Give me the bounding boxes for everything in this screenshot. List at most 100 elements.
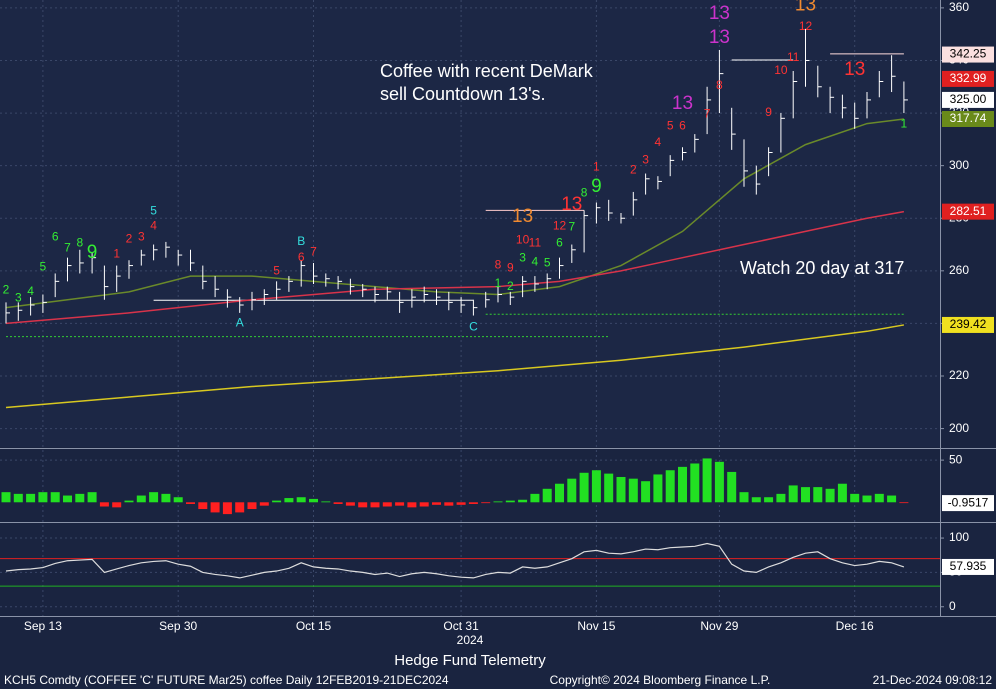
y-tick-label: 0	[949, 599, 956, 613]
histogram-bar	[370, 502, 380, 508]
td-count: 2	[507, 279, 514, 293]
histogram-bar	[333, 502, 343, 504]
year-label: 2024	[457, 633, 484, 647]
td-count: 3	[15, 291, 22, 305]
histogram-bar	[456, 502, 466, 505]
histogram-bar	[161, 493, 171, 503]
histogram-bar	[628, 478, 638, 503]
histogram-bar	[874, 493, 884, 503]
td-count: 13	[561, 194, 582, 215]
value-tag-box	[942, 91, 994, 108]
td-count: 3	[642, 153, 649, 167]
histogram-bar	[272, 500, 282, 503]
y-tick-label: 200	[949, 421, 969, 435]
histogram-bar	[198, 502, 208, 510]
x-tick-label: Nov 15	[577, 619, 615, 633]
histogram-bar	[468, 502, 478, 504]
histogram-bar	[481, 502, 491, 504]
histogram-bar	[690, 463, 700, 503]
td-count: 7	[704, 106, 711, 120]
histogram-bar	[555, 483, 564, 503]
annotation: Watch 20 day at 317	[740, 258, 904, 278]
td-count: 1	[113, 246, 120, 260]
histogram-bar	[837, 483, 847, 503]
credit: Hedge Fund Telemetry	[394, 652, 546, 669]
rsi-line	[5, 542, 905, 579]
histogram-bar	[222, 502, 232, 515]
td-count: 1	[495, 276, 502, 290]
td-count: 1	[593, 159, 600, 173]
histogram-bar	[493, 501, 503, 503]
td-count: 7	[568, 219, 575, 233]
histogram-bar	[899, 502, 909, 504]
histogram-bar	[173, 497, 183, 503]
td-count: 3	[519, 250, 526, 264]
histogram-bar	[641, 481, 651, 503]
moving-average	[5, 118, 904, 309]
td-count: 9	[87, 242, 98, 263]
x-tick-label: Dec 16	[836, 619, 874, 633]
td-count: 10	[774, 63, 788, 77]
histogram-bar	[764, 497, 774, 503]
td-count: 8	[581, 185, 588, 199]
histogram-bar	[136, 495, 146, 503]
td-count: 2	[630, 162, 637, 176]
td-count: 13	[709, 27, 730, 48]
value-tag-box	[942, 70, 994, 87]
value-tag-box	[942, 558, 994, 575]
td-count: 9	[507, 260, 514, 274]
copyright: Copyright© 2024 Bloomberg Finance L.P.	[550, 673, 771, 687]
td-count: 6	[298, 250, 305, 264]
histogram-bar	[38, 492, 48, 503]
histogram-bar	[13, 493, 23, 503]
y-tick-label: 260	[949, 263, 969, 277]
y-tick-label: 300	[949, 158, 969, 172]
histogram-bar	[579, 472, 589, 503]
td-count: 6	[679, 118, 686, 132]
value-tag: 317.74	[950, 111, 987, 125]
histogram-bar	[714, 461, 724, 503]
timestamp: 21-Dec-2024 09:08:12	[873, 673, 993, 687]
td-count: 8	[76, 235, 83, 249]
histogram-bar	[309, 498, 318, 503]
histogram-bar	[1, 492, 11, 503]
td-count: 11	[529, 235, 542, 249]
td-count: 5	[544, 255, 551, 269]
x-tick-label: Nov 29	[700, 619, 738, 633]
td-count: 7	[310, 245, 317, 259]
td-count: 4	[27, 284, 34, 298]
histogram-bar	[776, 493, 786, 503]
value-tag: -0.9517	[948, 495, 989, 509]
histogram-bar	[825, 488, 835, 503]
histogram-bar	[210, 502, 220, 513]
value-tag-box	[942, 316, 994, 333]
histogram-bar	[407, 502, 417, 508]
histogram-bar	[505, 500, 515, 503]
td-count: 8	[495, 258, 502, 272]
histogram-bar	[284, 498, 294, 503]
histogram-bar	[788, 485, 798, 503]
value-tag-box	[942, 111, 994, 128]
x-tick-label: Sep 30	[159, 619, 197, 633]
histogram-bar	[653, 474, 663, 503]
histogram-bar	[604, 473, 614, 503]
histogram-bar	[321, 501, 331, 503]
td-count: 9	[591, 176, 602, 197]
histogram-bar	[739, 492, 749, 503]
value-tag: 332.99	[950, 71, 987, 85]
histogram-bar	[26, 493, 36, 503]
histogram-bar	[63, 495, 72, 503]
td-count: 13	[709, 3, 730, 24]
histogram-bar	[124, 500, 134, 503]
annotation: Coffee with recent DeMark	[380, 61, 594, 81]
td-count: 13	[844, 59, 865, 80]
td-count: C	[469, 320, 478, 334]
td-count: 12	[799, 19, 813, 33]
td-count: 6	[52, 229, 59, 243]
td-count: 13	[795, 0, 816, 15]
histogram-bar	[149, 492, 159, 503]
td-count: 5	[667, 118, 674, 132]
y-tick-label: 220	[949, 368, 969, 382]
